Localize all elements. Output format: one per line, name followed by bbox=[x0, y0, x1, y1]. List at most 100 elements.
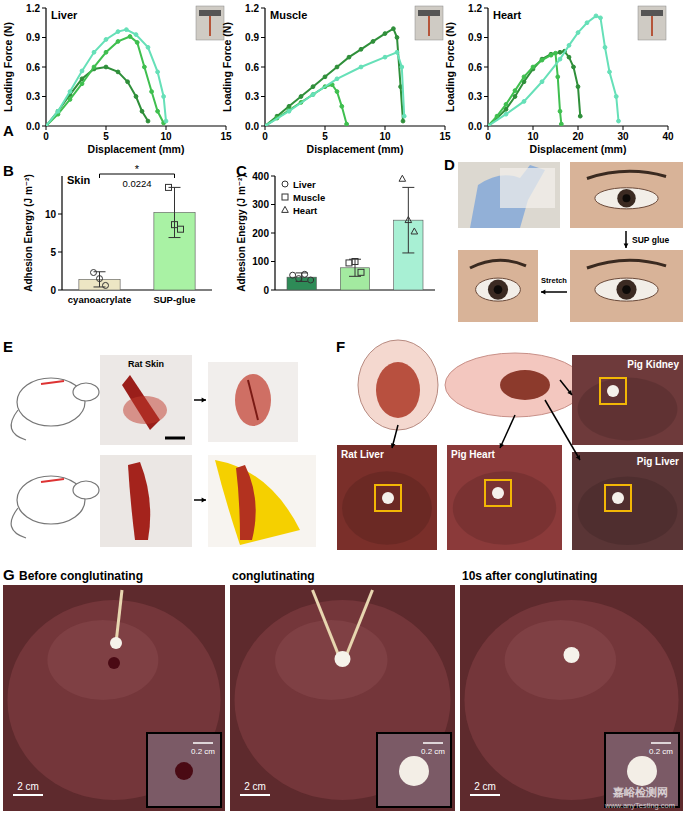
y-tick-label: 0.0 bbox=[245, 121, 259, 132]
inset-clamp bbox=[418, 10, 440, 16]
arrow-head bbox=[567, 390, 572, 395]
arrow-head bbox=[500, 443, 504, 448]
scale-bar bbox=[13, 794, 43, 796]
highlight bbox=[47, 620, 158, 700]
y-tick-label: 0.0 bbox=[468, 121, 482, 132]
series-point bbox=[594, 14, 598, 18]
x-axis bbox=[265, 125, 445, 126]
series-point bbox=[531, 65, 535, 69]
series-point bbox=[104, 65, 108, 69]
watermark: www.anyTesting.com bbox=[604, 801, 675, 810]
blood bbox=[123, 396, 167, 424]
series-point bbox=[104, 50, 108, 54]
inset-photo bbox=[147, 733, 221, 807]
x-tick-label: 10 bbox=[379, 131, 391, 142]
x-tick-label: 5 bbox=[322, 131, 328, 142]
y-tick-label: 10 bbox=[45, 209, 57, 220]
series-point bbox=[572, 65, 576, 69]
inset-scale-label: 0.2 cm bbox=[421, 747, 445, 756]
series-line bbox=[265, 52, 404, 126]
photo-title: conglutinating bbox=[232, 569, 315, 583]
error-cap bbox=[94, 271, 106, 272]
eye-white bbox=[476, 278, 521, 301]
highlight-box bbox=[600, 378, 626, 404]
series-point bbox=[402, 114, 406, 118]
error-cap bbox=[402, 187, 414, 188]
series-point bbox=[558, 50, 562, 54]
photo bbox=[447, 445, 562, 550]
photo-caption: Pig Heart bbox=[451, 449, 496, 460]
photo-caption: Pig Kidney bbox=[627, 359, 679, 370]
x-tick bbox=[488, 126, 489, 130]
x-tick bbox=[265, 126, 266, 130]
series-point bbox=[80, 82, 84, 86]
y-tick-label: 0.9 bbox=[468, 32, 482, 43]
highlight bbox=[275, 620, 388, 700]
mouse-body bbox=[17, 476, 85, 524]
watermark: 嘉峪检测网 bbox=[613, 786, 668, 798]
highlight bbox=[505, 620, 617, 700]
arrow bbox=[391, 425, 398, 448]
data-point bbox=[308, 277, 314, 283]
series-point bbox=[340, 104, 344, 108]
series-point bbox=[504, 102, 508, 106]
y-axis-title: Adhesion Energy (J m⁻²) bbox=[236, 174, 247, 292]
series-point bbox=[265, 124, 267, 126]
highlight-box bbox=[375, 485, 401, 511]
x-tick-label: 15 bbox=[220, 131, 232, 142]
glue-film bbox=[500, 168, 555, 208]
scale-bar bbox=[240, 794, 270, 796]
liver-lobe bbox=[235, 600, 451, 800]
y-tick bbox=[484, 67, 488, 68]
photo bbox=[337, 445, 437, 550]
x-tick bbox=[578, 126, 579, 130]
error-cap bbox=[169, 237, 181, 238]
scale-bar bbox=[470, 794, 500, 796]
series-point bbox=[395, 36, 399, 40]
pig-organs bbox=[500, 370, 550, 400]
inset-photo bbox=[638, 6, 666, 40]
wound bbox=[236, 465, 256, 540]
y-tick-label: 0.3 bbox=[26, 91, 40, 102]
series-point bbox=[116, 40, 120, 44]
legend-label: Heart bbox=[293, 205, 318, 216]
glue-spot bbox=[612, 492, 624, 504]
brow bbox=[587, 171, 666, 178]
x-tick-label: 40 bbox=[662, 131, 674, 142]
x-tick-label: 0 bbox=[43, 131, 49, 142]
y-tick-label: 0.0 bbox=[26, 121, 40, 132]
series-point bbox=[323, 75, 327, 79]
data-point bbox=[103, 282, 109, 288]
series-point bbox=[371, 40, 375, 44]
photo bbox=[100, 455, 192, 547]
y-tick-label: 0.3 bbox=[245, 91, 259, 102]
arrow-head bbox=[576, 455, 580, 460]
pig-illustration bbox=[445, 353, 585, 417]
y-axis bbox=[61, 176, 62, 290]
x-tick bbox=[533, 126, 534, 130]
photo bbox=[3, 585, 225, 811]
series-point bbox=[401, 119, 405, 123]
arrow bbox=[194, 398, 206, 403]
mouse-head bbox=[73, 383, 99, 401]
highlight-box bbox=[485, 480, 511, 506]
figure: A0.00.30.60.91.2051015Displacement (mm)L… bbox=[0, 0, 685, 813]
series-line bbox=[265, 29, 403, 126]
error-bar bbox=[402, 187, 414, 253]
glue-spot bbox=[607, 385, 619, 397]
series-point bbox=[125, 28, 129, 32]
photo-caption: Rat Liver bbox=[341, 449, 384, 460]
y-tick bbox=[42, 67, 46, 68]
inset-sample bbox=[651, 16, 653, 36]
inset-photo bbox=[196, 6, 224, 40]
y-tick-label: 0.6 bbox=[468, 62, 482, 73]
tissue-shade bbox=[578, 378, 678, 441]
series-point bbox=[549, 52, 553, 56]
arrow-head bbox=[202, 398, 206, 403]
x-tick bbox=[668, 126, 669, 130]
series-point bbox=[116, 30, 120, 34]
mouse-head bbox=[73, 481, 99, 499]
data-point bbox=[91, 270, 97, 276]
data-point bbox=[296, 276, 302, 282]
series-line bbox=[488, 16, 619, 126]
